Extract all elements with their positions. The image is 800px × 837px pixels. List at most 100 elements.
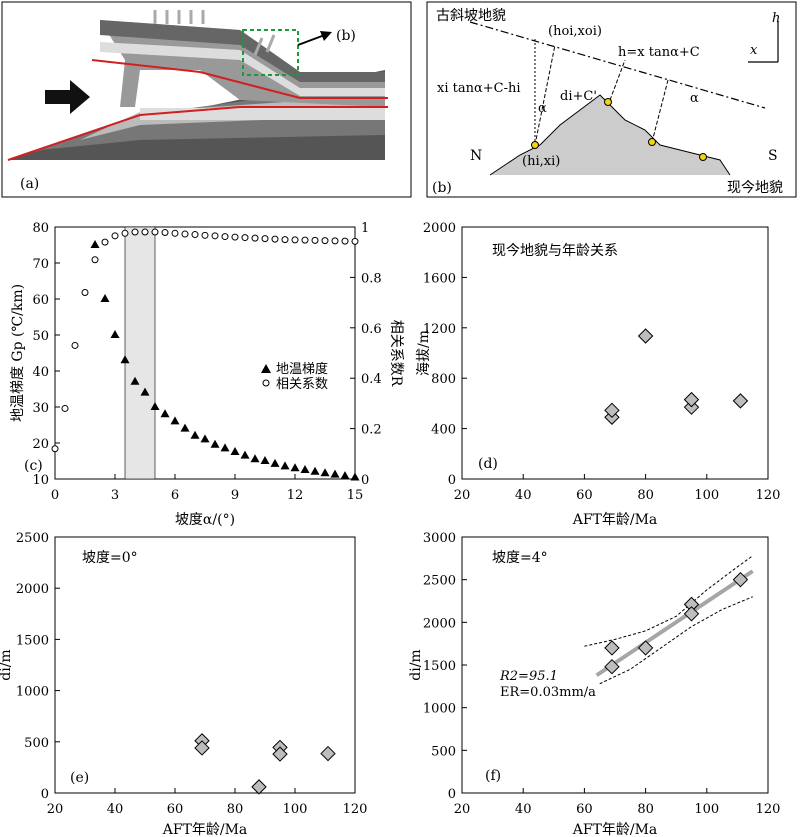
y-tick-label: 30: [32, 401, 49, 416]
correlation-point: [191, 231, 199, 239]
data-point: [604, 640, 620, 656]
correlation-point: [321, 237, 329, 245]
chart-d-panel-label: (d): [478, 456, 498, 472]
chart-d-frame: [461, 226, 769, 480]
chart-e-panel-label: (e): [70, 770, 89, 786]
panel-a: (b) (a): [1, 1, 412, 198]
y-right-tick-label: 0.8: [361, 271, 382, 286]
gradient-point: [130, 376, 140, 385]
chart-f-panel-label: (f): [485, 768, 501, 784]
chart-c-frame: [54, 226, 356, 480]
y-tick-label: 0: [448, 787, 456, 802]
chart-f-xlabel: AFT年龄/Ma: [572, 822, 658, 837]
correlation-point: [121, 229, 129, 237]
fault-line: [7, 106, 388, 161]
gradient-point: [290, 463, 300, 472]
correlation-point: [301, 236, 309, 244]
x-tick-label: 80: [637, 488, 654, 503]
x-tick-label: 40: [515, 802, 532, 817]
modern-topography: [489, 94, 731, 176]
y-tick-label: 500: [431, 744, 456, 759]
data-point: [637, 328, 654, 344]
sample-point: [604, 98, 612, 106]
modern-topography-label: 现今地貌: [727, 180, 783, 196]
fit-line: [595, 569, 754, 677]
correlation-point: [271, 235, 279, 243]
chart-c-marks: [51, 228, 360, 481]
chart-f-annotation-r2: R2=95.1: [499, 669, 558, 684]
chart-e-ticks: 20 40 60 80 100 120 0 500 1000 1500 2000 2500: [16, 531, 368, 817]
chart-c-ylabel-right: 相关系数R: [388, 320, 404, 387]
panel-a-label: (a): [20, 176, 39, 192]
x-tick-label: 3: [111, 488, 119, 503]
correlation-point: [291, 236, 299, 244]
y-tick-label: 40: [32, 365, 49, 380]
gradient-point: [140, 387, 150, 396]
y-tick-label: 2500: [423, 574, 456, 589]
eq-line-label: h=x tanα+C: [618, 45, 700, 60]
gradient-point: [310, 466, 320, 475]
x-tick-label: 20: [454, 488, 471, 503]
data-point: [683, 606, 700, 622]
y-right-tick-label: 1: [361, 221, 369, 236]
data-point: [683, 391, 700, 408]
confidence-upper: [584, 555, 753, 647]
chart-e-xlabel: AFT年龄/Ma: [162, 822, 248, 837]
data-point: [272, 746, 288, 762]
correlation-point: [311, 236, 319, 244]
y-tick-label: 2000: [423, 616, 456, 631]
x-tick-label: 120: [756, 488, 781, 503]
fault-line: [91, 59, 388, 99]
correlation-point: [141, 228, 149, 236]
y-tick-label: 0: [448, 473, 456, 488]
south-label: S: [768, 148, 778, 164]
chart-f-ylabel: di/m: [408, 649, 424, 680]
y-tick-label: 1500: [423, 659, 456, 674]
chart-e-title: 坡度=0°: [82, 550, 138, 566]
gradient-point: [250, 454, 260, 463]
eq-left-label: xi tanα+C-hi: [437, 81, 521, 96]
gradient-point: [110, 330, 120, 338]
paleo-slope-line: [469, 21, 766, 109]
gradient-point: [150, 402, 160, 410]
gradient-point: [120, 355, 130, 364]
sample-point: [531, 141, 539, 149]
alpha-label: α: [538, 101, 547, 116]
panel-a-callout: (b): [336, 28, 356, 44]
compression-arrow-icon: [45, 80, 90, 114]
y-right-tick-label: 0.2: [361, 423, 382, 438]
uplift-arrows-icon: [153, 10, 276, 56]
y-tick-label: 1500: [16, 633, 49, 648]
chart-c-xlabel: 坡度α/(°): [175, 512, 235, 528]
gradient-point: [260, 456, 270, 464]
h-axis-label: h: [772, 11, 780, 26]
chart-c-ylabel-left: 地温梯度 Gp (℃/km): [10, 284, 26, 422]
x-tick-label: 120: [756, 802, 781, 817]
callout-box: [242, 29, 299, 76]
x-tick-label: 60: [167, 802, 184, 817]
x-tick-label: 120: [343, 802, 368, 817]
x-tick-label: 100: [283, 802, 308, 817]
correlation-point: [281, 236, 289, 244]
y-tick-label: 500: [24, 736, 49, 751]
legend-item-gradient: 地温梯度: [276, 361, 328, 377]
x-tick-label: 9: [231, 488, 239, 503]
y-tick-label: 2000: [423, 221, 456, 236]
chart-f-title: 坡度=4°: [492, 550, 548, 566]
correlation-point: [91, 256, 99, 264]
correlation-point: [221, 233, 229, 241]
correlation-point: [151, 228, 159, 236]
callout-arrow-head-icon: [320, 31, 332, 41]
paleo-slope-label: 古斜坡地貌: [436, 8, 506, 24]
shaded-interval: [124, 226, 156, 480]
correlation-point: [71, 341, 79, 349]
gradient-point: [270, 458, 280, 467]
stratum: [100, 20, 385, 82]
y-right-tick-label: 0.6: [361, 322, 382, 337]
correlation-point: [341, 237, 349, 245]
legend-item-correlation: 相关系数: [276, 377, 328, 392]
chart-f-marks: [584, 555, 754, 685]
chart-c-panel-label: (c): [24, 458, 43, 474]
correlation-point: [111, 232, 119, 240]
